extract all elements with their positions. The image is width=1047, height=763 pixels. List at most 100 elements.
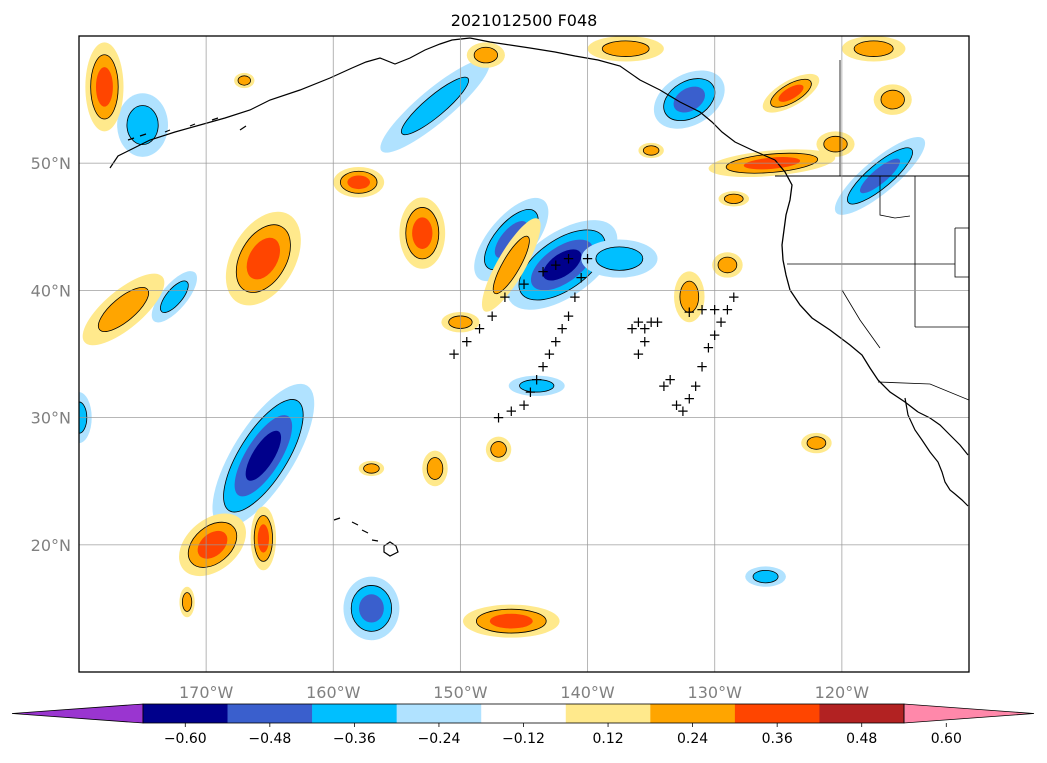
trajectory-point: + — [524, 383, 537, 401]
contour-level — [473, 46, 498, 64]
lon-tick-label: 160°W — [306, 683, 361, 702]
contour-feature-34 — [638, 142, 664, 159]
contour-feature-36 — [587, 36, 664, 62]
contour-level — [519, 379, 555, 393]
trajectory-point: + — [632, 313, 645, 331]
contour-feature-32 — [358, 460, 385, 477]
contour-feature-12 — [745, 566, 786, 587]
contour-feature-7 — [343, 576, 400, 641]
trajectory-point: + — [696, 300, 709, 318]
trajectory-point: + — [581, 250, 594, 268]
colorbar-tick-label: −0.12 — [502, 731, 545, 747]
trajectory-point: + — [683, 390, 696, 408]
contour-feature-25 — [674, 271, 705, 323]
contour-level — [412, 217, 433, 249]
contour-level — [426, 457, 444, 480]
contour-level — [823, 135, 848, 153]
contour-level — [542, 249, 582, 281]
contour-level — [347, 175, 371, 190]
trajectory-point: + — [530, 370, 543, 388]
lat-tick-labels: 20°N 30°N 40°N 50°N — [31, 154, 71, 555]
contour-level — [489, 613, 533, 629]
contour-level — [723, 193, 744, 204]
colorbar-segment — [396, 704, 482, 723]
contour-level — [679, 280, 700, 313]
contour-level — [492, 235, 530, 295]
contour-feature-16 — [462, 604, 560, 638]
lat-tick-label: 40°N — [31, 281, 71, 300]
trajectory-point: + — [683, 303, 696, 321]
colorbar-tick-label: 0.48 — [846, 731, 877, 747]
contour-level — [673, 86, 706, 113]
contour-feature-37 — [234, 72, 255, 89]
trajectory-point: + — [460, 332, 473, 350]
colorbar-tick-label: −0.24 — [417, 731, 460, 747]
contour-level — [642, 145, 660, 156]
contour-feature-20 — [399, 197, 446, 269]
contour-level — [97, 287, 150, 332]
colorbar-segment — [143, 704, 228, 723]
trajectory-point: + — [664, 370, 677, 388]
colorbar-tick-label: 0.60 — [931, 731, 962, 747]
lon-tick-label: 140°W — [560, 683, 615, 702]
trajectory-point: + — [638, 332, 651, 350]
colorbar: −0.60 −0.48 −0.36 −0.24 −0.12 0.12 0.24 0.36 0.4… — [11, 703, 1035, 747]
contour-level — [358, 594, 384, 623]
colorbar-segment — [227, 704, 313, 723]
lon-tick-label: 120°W — [815, 683, 870, 702]
colorbar-extend-max — [903, 703, 1035, 724]
colorbar-tick-label: 0.36 — [762, 731, 793, 747]
lon-tick-label: 150°W — [433, 683, 488, 702]
contour-level — [752, 569, 779, 584]
graticule — [79, 36, 969, 672]
contour-feature-5 — [653, 70, 725, 129]
trajectory-point: + — [537, 358, 550, 376]
trajectory-point: + — [658, 377, 671, 395]
trajectory-point: + — [670, 396, 683, 414]
contour-feature-26 — [712, 252, 743, 278]
colorbar-tick-label: −0.60 — [164, 731, 207, 747]
contour-feature-30 — [485, 436, 512, 463]
contour-level — [160, 280, 189, 313]
lon-tick-label: 130°W — [688, 683, 743, 702]
contour-feature-38 — [841, 36, 906, 62]
contour-level — [400, 76, 470, 136]
coastlines — [109, 37, 969, 557]
contour-level — [126, 105, 159, 146]
colorbar-tick-label: 0.12 — [592, 731, 623, 747]
trajectory-point: + — [626, 320, 639, 338]
contour-feature-21 — [85, 42, 124, 132]
contour-feature-31 — [422, 450, 448, 487]
lat-tick-label: 50°N — [31, 154, 71, 173]
colorbar-extend-min — [11, 703, 144, 724]
colorbar-tick-label: 0.24 — [677, 731, 708, 747]
trajectory-point: + — [645, 313, 658, 331]
trajectory-point: + — [632, 345, 645, 363]
trajectory-point: + — [638, 320, 651, 338]
contour-feature-2 — [581, 239, 658, 278]
trajectory-point: + — [575, 269, 588, 287]
trajectory-point: + — [715, 313, 728, 331]
contour-feature-15 — [250, 506, 277, 571]
trajectory-point: + — [518, 396, 531, 414]
contour-feature-27 — [718, 191, 750, 207]
contour-feature-3 — [212, 383, 315, 528]
colorbar-segment — [734, 704, 820, 723]
trajectory-point: + — [486, 307, 499, 325]
trajectory-point: + — [708, 326, 721, 344]
contour-feature-8 — [151, 271, 197, 323]
contour-level — [245, 430, 282, 481]
contour-feature-10 — [508, 375, 565, 396]
trajectory-point: + — [543, 345, 556, 363]
contour-level — [717, 256, 738, 274]
trajectory-point: + — [499, 288, 512, 306]
map-background — [79, 36, 969, 672]
colorbar-tick-label: −0.48 — [248, 731, 291, 747]
trajectory-point: + — [549, 256, 562, 274]
colorbar-segment — [312, 704, 397, 723]
contour-feature-39 — [816, 131, 855, 157]
trajectory-point: + — [562, 307, 575, 325]
lat-tick-label: 30°N — [31, 409, 71, 428]
contour-level — [246, 237, 281, 280]
trajectory-point: + — [549, 332, 562, 350]
